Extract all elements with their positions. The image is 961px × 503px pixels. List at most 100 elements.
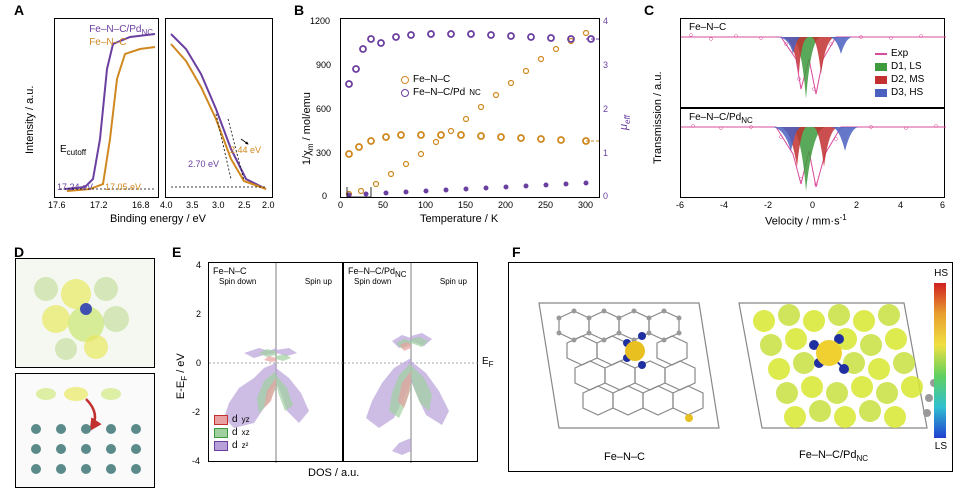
- series-pd-chi: [347, 181, 588, 197]
- xtc4: 2: [854, 200, 859, 210]
- ytb0: 0: [322, 191, 327, 201]
- xlabel-b: Temperature / K: [420, 213, 498, 225]
- xlabel-e: DOS / a.u.: [308, 467, 359, 479]
- ylabel-e: E-EF / eV: [175, 353, 189, 399]
- c-bot-label: Fe–N–C/PdNC: [689, 112, 753, 125]
- fe-sphere-r: [816, 340, 842, 366]
- xtc1: -4: [720, 200, 728, 210]
- xtb6: 300: [578, 200, 593, 210]
- panel-b-svg: [341, 19, 601, 199]
- ytb3: 900: [316, 60, 331, 70]
- val-1724: 17.24 eV: [57, 182, 93, 192]
- xtc0: -6: [676, 200, 684, 210]
- xtick-ar1: 3.5: [186, 200, 199, 210]
- ecutoff-label: Ecutoff: [60, 144, 86, 157]
- panel-a: Fe–N–C/PdNC Fe–N–C Ecutoff 17.24 eV 17.0…: [10, 8, 275, 233]
- val-270: 2.70 eV: [188, 159, 219, 169]
- colorbar-hs: HS: [934, 268, 948, 279]
- xtc2: -2: [764, 200, 772, 210]
- f-right-label: Fe–N–C/PdNC: [799, 449, 868, 463]
- panel-b-chart: Fe–N–C Fe–N–C/PdNC: [340, 18, 600, 198]
- xtb3: 150: [458, 200, 473, 210]
- xtb4: 200: [498, 200, 513, 210]
- ytb2: 600: [316, 104, 331, 114]
- ytbr1: 1: [603, 148, 608, 158]
- panel-d: [15, 258, 155, 493]
- e-spin-down-r: Spin down: [354, 277, 391, 286]
- e-spin-down-l: Spin down: [219, 277, 256, 286]
- xlabel-a: Binding energy / eV: [110, 213, 206, 225]
- yte4: 4: [196, 260, 201, 270]
- panel-d-top: [15, 258, 155, 368]
- ylabel-b-right: μeff: [618, 115, 632, 130]
- val-244: 2.44 eV: [230, 145, 261, 155]
- xtb1: 50: [378, 200, 388, 210]
- series-fenc-chi: [347, 31, 589, 197]
- ytb1: 300: [316, 148, 331, 158]
- xtc6: 6: [940, 200, 945, 210]
- xtick-ar4: 2.0: [262, 200, 275, 210]
- yte0: -4: [192, 456, 200, 466]
- ytbr3: 3: [603, 60, 608, 70]
- legend-b-pd: Fe–N–C/PdNC: [401, 87, 481, 98]
- ef-label: EF: [482, 356, 494, 369]
- panel-c: Fe–N–C Fe–N–C/PdNC Exp D1, LS D2, MS D3,…: [640, 8, 955, 233]
- xtick-ar2: 3.0: [212, 200, 225, 210]
- panel-f: Fe–N–C Fe–N–C/PdNC HS LS: [508, 252, 958, 497]
- e-spin-up-l: Spin up: [305, 277, 332, 286]
- panel-f-svg: [509, 263, 954, 473]
- panel-a-right-chart: 2.70 eV 2.44 eV: [165, 18, 273, 198]
- xtick-a1: 17.2: [90, 200, 108, 210]
- legend-a-left: Fe–N–C/PdNC Fe–N–C: [89, 24, 153, 48]
- xtc5: 4: [898, 200, 903, 210]
- ytbr2: 2: [603, 104, 608, 114]
- leg-c-d3: D3, HS: [875, 87, 924, 98]
- struct-pd: [739, 303, 938, 428]
- fe-sphere-l: [625, 341, 645, 361]
- panel-e: Fe–N–C Spin down Spin up dyz dxz dz² Fe–…: [168, 252, 498, 497]
- xtick-a0: 17.6: [48, 200, 66, 210]
- curve-fenc-pdnc: [65, 34, 155, 189]
- xtb0: 0: [338, 200, 343, 210]
- ylabel-b-left: 1/χm / mol/emu: [301, 92, 315, 165]
- colorbar-ls: LS: [935, 441, 947, 452]
- panel-a-right-svg: [166, 19, 274, 199]
- legend-e: dyz dxz dz²: [214, 414, 250, 453]
- legend-fenc: Fe–N–C: [89, 37, 153, 48]
- panel-c-bottom: Fe–N–C/PdNC: [680, 108, 945, 198]
- yte2: 0: [196, 358, 201, 368]
- ytbr0: 0: [603, 191, 608, 201]
- series-fenc-mu: [346, 132, 589, 157]
- ytbr4: 4: [603, 16, 608, 26]
- leg-c-d2: D2, MS: [875, 74, 924, 85]
- f-left-label: Fe–N–C: [604, 451, 645, 463]
- colorbar: [934, 283, 946, 438]
- xtick-a2: 16.8: [132, 200, 150, 210]
- struct-fenc: [539, 303, 719, 428]
- xtc3: 0: [810, 200, 815, 210]
- panel-d-top-svg: [16, 259, 155, 368]
- xtb2: 100: [418, 200, 433, 210]
- xtick-ar3: 2.5: [238, 200, 251, 210]
- ylabel-a: Intensity / a.u.: [24, 86, 36, 154]
- center-atom: [80, 303, 92, 315]
- xtb5: 250: [538, 200, 553, 210]
- xlabel-c: Velocity / mm·s-1: [765, 213, 847, 228]
- ytb4: 1200: [310, 16, 330, 26]
- legend-b: Fe–N–C Fe–N–C/PdNC: [401, 74, 481, 100]
- leg-c-d1: D1, LS: [875, 61, 924, 72]
- legend-c: Exp D1, LS D2, MS D3, HS: [875, 48, 924, 100]
- ylabel-c: Transmission / a.u.: [652, 71, 664, 164]
- xtick-ar0: 4.0: [160, 200, 173, 210]
- fe-small-l: [685, 414, 693, 422]
- panel-e-right-svg: [344, 263, 479, 463]
- panel-a-left-chart: Fe–N–C/PdNC Fe–N–C Ecutoff 17.24 eV 17.0…: [54, 18, 159, 198]
- e-spin-up-r: Spin up: [440, 277, 467, 286]
- panel-f-box: Fe–N–C Fe–N–C/PdNC HS LS: [508, 262, 953, 472]
- val-1705: 17.05 eV: [105, 182, 141, 192]
- panel-e-left: Fe–N–C Spin down Spin up dyz dxz dz²: [208, 262, 343, 462]
- c-top-label: Fe–N–C: [689, 22, 726, 33]
- leg-c-exp: Exp: [875, 48, 924, 59]
- curve-fenc: [67, 47, 155, 191]
- yte3: 2: [196, 309, 201, 319]
